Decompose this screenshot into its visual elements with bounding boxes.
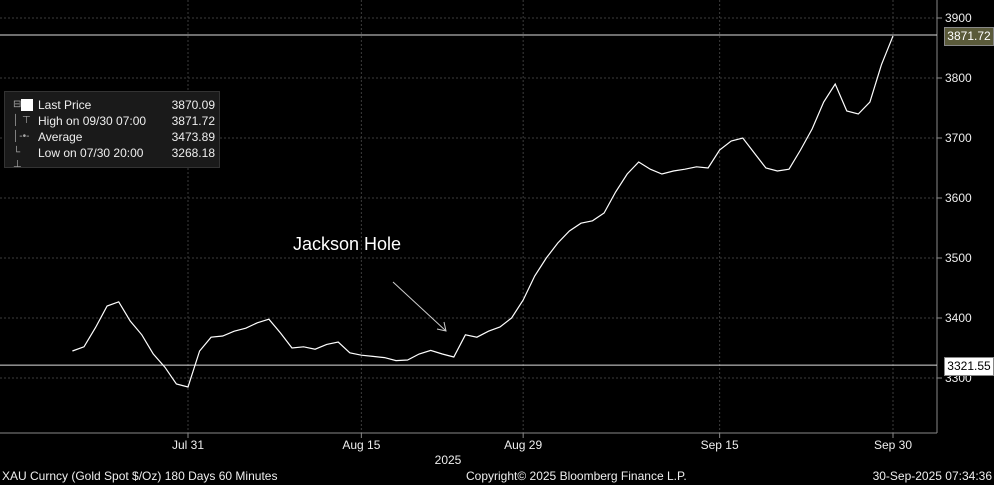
legend-row-high: │ ⊤ High on 09/30 07:00 3871.72 — [5, 113, 219, 129]
grid-lines — [0, 0, 937, 433]
x-axis: Jul 31 Aug 15 Aug 29 Sep 15 Sep 30 — [172, 433, 912, 452]
legend-label: Low on 07/30 20:00 — [38, 146, 144, 160]
high-price-tag: 3871.72 — [944, 27, 994, 46]
average-marker-icon: │-•- — [13, 131, 30, 142]
x-tick-label: Aug 15 — [342, 438, 380, 452]
timestamp: 30-Sep-2025 07:34:36 — [872, 469, 992, 483]
x-tick-label: Jul 31 — [172, 438, 204, 452]
legend-value: 3870.09 — [171, 98, 215, 112]
y-tick-label: 3500 — [945, 251, 972, 265]
low-marker-icon: └ ⊥ — [13, 147, 22, 170]
x-year-label: 2025 — [435, 453, 462, 467]
x-tick-label: Aug 29 — [504, 438, 542, 452]
square-swatch-icon — [21, 99, 33, 111]
reference-lines — [0, 34, 937, 366]
x-tick-label: Sep 30 — [874, 438, 912, 452]
legend-row-low: └ ⊥ Low on 07/30 20:00 3268.18 — [5, 145, 219, 170]
legend-row-last-price: ⊟ Last Price 3870.09 — [5, 97, 219, 113]
collapse-icon[interactable]: ⊟ — [13, 99, 22, 110]
series-line-last-price — [72, 35, 894, 388]
legend-label: Last Price — [38, 98, 92, 112]
y-tick-label: 3700 — [945, 131, 972, 145]
y-tick-label: 3900 — [945, 11, 972, 25]
reference-price-tag: 3321.55 — [944, 357, 994, 376]
y-tick-label: 3600 — [945, 191, 972, 205]
security-description: XAU Curncy (Gold Spot $/Oz) 180 Days 60 … — [2, 469, 278, 483]
legend-box[interactable]: ⊟ Last Price 3870.09 │ ⊤ High on 09/30 0… — [4, 91, 220, 170]
legend-value: 3871.72 — [171, 114, 215, 128]
legend-row-average: │-•- Average 3473.89 — [5, 129, 219, 145]
legend-value: 3473.89 — [171, 130, 215, 144]
legend-label: Average — [38, 130, 83, 144]
y-tick-label: 3400 — [945, 311, 972, 325]
annotation-arrowhead — [436, 321, 447, 332]
legend-value: 3268.18 — [171, 146, 215, 160]
high-marker-icon: │ ⊤ — [13, 115, 31, 126]
y-tick-label: 3800 — [945, 71, 972, 85]
annotation-label: Jackson Hole — [293, 234, 402, 254]
x-tick-label: Sep 15 — [701, 438, 739, 452]
copyright: Copyright© 2025 Bloomberg Finance L.P. — [466, 469, 687, 483]
legend-label: High on 09/30 07:00 — [38, 114, 147, 128]
annotation-arrow — [392, 281, 447, 332]
